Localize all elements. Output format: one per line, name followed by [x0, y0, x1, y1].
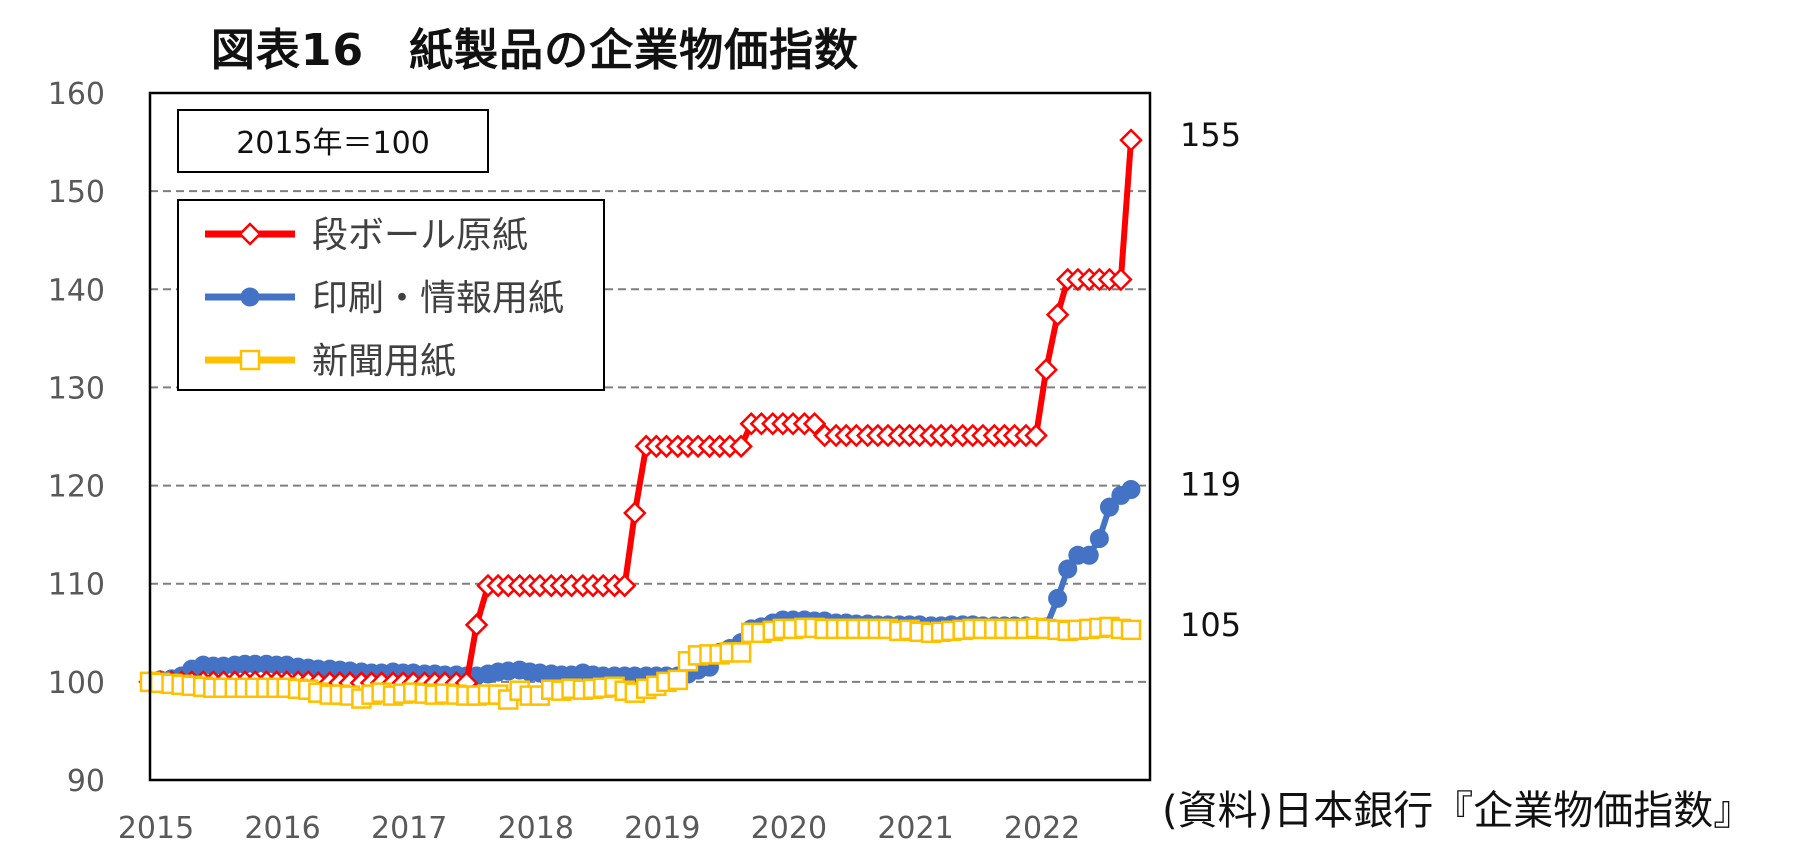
x-tick-label: 2019 — [624, 811, 700, 846]
x-tick-label: 2021 — [877, 811, 953, 846]
x-tick-label: 2015 — [118, 811, 194, 846]
source-note: (資料)日本銀行『企業物価指数』 — [1162, 788, 1754, 834]
y-tick-label: 150 — [48, 175, 105, 210]
data-point — [730, 642, 752, 663]
data-point — [802, 411, 827, 436]
y-tick-label: 90 — [67, 764, 105, 799]
data-point — [1034, 357, 1058, 382]
data-point — [1048, 588, 1068, 608]
legend-label: 新聞用紙 — [312, 341, 456, 382]
end-value-label: 105 — [1180, 606, 1241, 644]
data-point — [1079, 545, 1099, 565]
x-tick-label: 2020 — [751, 811, 827, 846]
base-note: 2015年＝100 — [236, 126, 430, 161]
data-point — [1045, 303, 1070, 327]
chart-title: 図表16 紙製品の企業物価指数 — [210, 25, 860, 76]
y-tick-label: 160 — [48, 77, 105, 112]
x-tick-label: 2022 — [1004, 811, 1080, 846]
y-tick-label: 110 — [48, 568, 105, 603]
base-note-box: 2015年＝100 — [177, 109, 489, 173]
data-point — [612, 573, 637, 598]
x-axis-ticks: 2015 2016 2017 2018 2019 2020 2021 2022 — [118, 811, 1080, 846]
data-point — [1120, 619, 1142, 641]
end-value-label: 155 — [1180, 116, 1241, 154]
legend-swatch-marker — [240, 287, 260, 307]
data-point — [1089, 529, 1109, 549]
end-labels: 155 119 105 — [1180, 116, 1241, 644]
data-point — [1119, 128, 1143, 152]
x-tick-label: 2016 — [244, 811, 320, 846]
legend-label: 段ボール原紙 — [312, 215, 528, 256]
y-tick-label: 140 — [48, 273, 105, 308]
data-point — [1024, 423, 1048, 448]
legend-swatch-marker — [238, 222, 262, 246]
y-tick-label: 130 — [48, 371, 105, 406]
end-value-label: 119 — [1180, 465, 1241, 503]
data-point — [1058, 559, 1078, 579]
data-point — [623, 501, 647, 525]
legend-swatch-marker — [239, 349, 261, 371]
series-layer — [138, 128, 1143, 710]
plot-area-frame — [148, 91, 1152, 782]
data-point — [667, 669, 689, 691]
data-point — [1099, 497, 1119, 517]
x-tick-label: 2018 — [498, 811, 574, 846]
y-axis-ticks: 90 100 110 120 130 140 150 160 — [48, 77, 105, 799]
legend-label: 印刷・情報用紙 — [312, 278, 564, 319]
data-point — [1121, 479, 1141, 499]
y-tick-label: 120 — [48, 470, 105, 505]
data-point — [1109, 267, 1133, 292]
data-point — [464, 613, 489, 637]
y-tick-label: 100 — [48, 666, 105, 701]
data-point — [729, 434, 753, 459]
x-tick-label: 2017 — [371, 811, 447, 846]
